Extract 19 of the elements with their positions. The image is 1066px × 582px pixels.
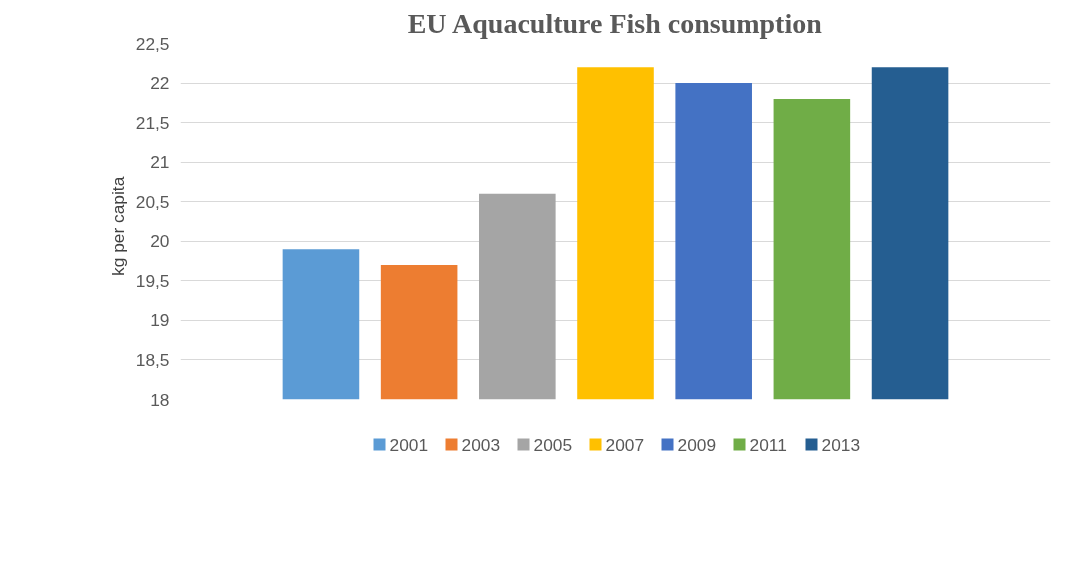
y-tick-label: 18,5: [135, 349, 170, 370]
y-tick-label: 19,5: [135, 270, 170, 291]
y-tick-label: 21: [150, 152, 170, 173]
y-tick-label: 20: [150, 231, 170, 252]
legend-label: 2009: [677, 434, 717, 455]
y-tick-label: 22,5: [135, 33, 170, 54]
y-axis-title: kg per capita: [107, 176, 128, 276]
legend-label: 2005: [533, 434, 573, 455]
y-tick-label: 18: [150, 389, 170, 410]
legend-label: 2007: [605, 434, 645, 455]
chart-title: EU Aquaculture Fish consumption: [407, 7, 823, 39]
legend-label: 2011: [749, 434, 787, 455]
legend-label: 2013: [821, 434, 861, 455]
legend-label: 2001: [389, 434, 429, 455]
y-tick-label: 19: [150, 310, 170, 331]
y-tick-label: 21,5: [135, 112, 170, 133]
y-tick-label: 22: [150, 73, 170, 94]
y-tick-label: 20,5: [135, 191, 170, 212]
legend-label: 2003: [461, 434, 501, 455]
